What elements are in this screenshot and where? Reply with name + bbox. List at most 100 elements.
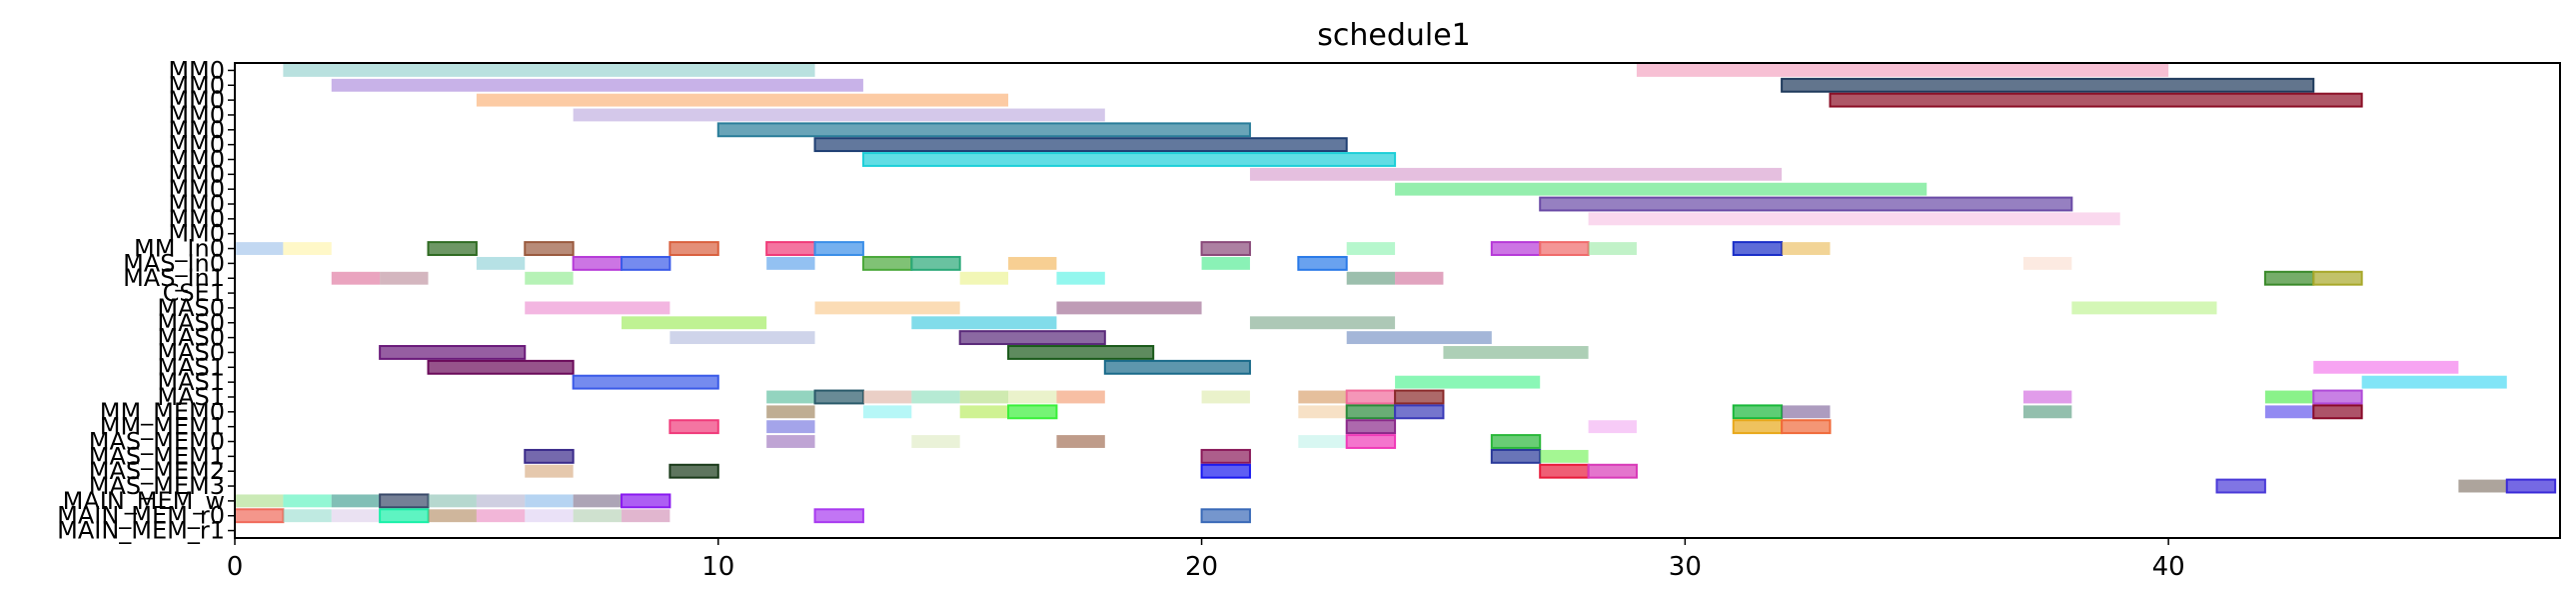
y-tick-label: MM_In0 bbox=[134, 235, 225, 263]
gantt-bar bbox=[861, 152, 1397, 167]
gantt-bar bbox=[1249, 316, 1396, 330]
gantt-bar bbox=[379, 493, 430, 509]
gantt-bar bbox=[2312, 389, 2363, 405]
gantt-bar bbox=[1298, 435, 1347, 448]
gantt-bar bbox=[476, 93, 1009, 107]
gantt-bar bbox=[427, 359, 575, 375]
y-tick-label: MM0 bbox=[168, 131, 225, 159]
gantt-bar bbox=[476, 494, 526, 508]
y-tick-label: MAS_MEM2 bbox=[89, 457, 225, 485]
gantt-bar bbox=[862, 405, 912, 419]
gantt-bar bbox=[1249, 167, 1783, 181]
gantt-bar bbox=[524, 448, 575, 464]
gantt-bar bbox=[2505, 478, 2557, 494]
gantt-bar bbox=[525, 464, 574, 478]
gantt-bar bbox=[1200, 241, 1251, 256]
gantt-bar bbox=[813, 137, 1348, 153]
gantt-bar bbox=[234, 508, 285, 524]
gantt-bar bbox=[476, 256, 526, 270]
gantt-bar bbox=[2458, 479, 2507, 493]
gantt-bar bbox=[1394, 404, 1445, 420]
x-tick-label: 10 bbox=[701, 552, 734, 582]
gantt-bar bbox=[2215, 478, 2266, 494]
gantt-bar bbox=[1345, 419, 1397, 435]
y-tick-label: MM_MEM1 bbox=[100, 413, 225, 441]
gantt-bar bbox=[1201, 256, 1250, 270]
gantt-bar bbox=[911, 435, 960, 448]
y-tick-label: MM0 bbox=[168, 101, 225, 129]
gantt-bar bbox=[1345, 434, 1397, 449]
gantt-bar bbox=[911, 316, 1057, 330]
y-tick-label: MAS0 bbox=[157, 338, 225, 366]
y-tick-label: MAS_MEM1 bbox=[89, 442, 225, 470]
gantt-bar bbox=[2361, 375, 2507, 389]
gantt-bar bbox=[1007, 404, 1058, 420]
gantt-bar bbox=[2312, 270, 2363, 286]
y-tick-label: MAS0 bbox=[157, 294, 225, 322]
gantt-bar bbox=[813, 508, 864, 524]
gantt-bar bbox=[1540, 449, 1589, 463]
gantt-bar bbox=[1490, 434, 1542, 449]
gantt-bar bbox=[524, 241, 575, 256]
gantt-bar bbox=[2312, 404, 2363, 420]
gantt-bar bbox=[572, 255, 624, 271]
y-tick-label: MAS_MEM3 bbox=[89, 472, 225, 500]
gantt-bar bbox=[1588, 420, 1637, 434]
gantt-bar bbox=[573, 494, 623, 508]
gantt-bar bbox=[525, 301, 670, 315]
gantt-bar bbox=[958, 330, 1106, 346]
gantt-bar bbox=[622, 316, 767, 330]
gantt-bar bbox=[766, 435, 815, 448]
gantt-bar bbox=[380, 271, 429, 285]
gantt-bar bbox=[1395, 375, 1541, 389]
x-tick-label: 40 bbox=[2152, 552, 2185, 582]
x-tick-label: 30 bbox=[1669, 552, 1702, 582]
gantt-bar bbox=[573, 108, 1105, 122]
gantt-bar bbox=[1636, 64, 2169, 77]
gantt-bar bbox=[331, 509, 381, 523]
chart-title: schedule1 bbox=[1317, 18, 1471, 53]
gantt-bar bbox=[1056, 435, 1105, 448]
y-tick-label: MM0 bbox=[168, 205, 225, 233]
y-tick-label: MAS_In1 bbox=[123, 264, 225, 292]
gantt-bar bbox=[766, 405, 815, 419]
gantt-bar bbox=[1588, 212, 2120, 226]
gantt-bar bbox=[283, 242, 332, 255]
gantt-bar bbox=[1490, 241, 1542, 256]
gantt-bar bbox=[283, 509, 332, 523]
x-tick-label: 20 bbox=[1185, 552, 1218, 582]
y-tick-label: MAIN_MEM_w bbox=[63, 487, 225, 515]
gantt-bar bbox=[572, 374, 719, 390]
y-tick-label: MM0 bbox=[168, 86, 225, 114]
y-tick-label: MAS1 bbox=[157, 353, 225, 381]
gantt-bar bbox=[2313, 360, 2459, 374]
gantt-bar bbox=[1200, 508, 1251, 524]
gantt-bar bbox=[622, 509, 670, 523]
gantt-bar bbox=[525, 509, 574, 523]
gantt-bar bbox=[1346, 242, 1396, 255]
gantt-bar bbox=[1056, 390, 1105, 404]
gantt-bar bbox=[1782, 405, 1831, 419]
bars-layer bbox=[234, 64, 2557, 524]
y-tick-label: MM0 bbox=[168, 145, 225, 173]
y-tick-label: MAIN_MEM_r1 bbox=[57, 517, 225, 545]
gantt-bar bbox=[2023, 256, 2072, 270]
gantt-bar bbox=[283, 494, 332, 508]
gantt-bar bbox=[331, 494, 381, 508]
gantt-bar bbox=[379, 508, 430, 524]
gantt-bar bbox=[813, 389, 864, 405]
gantt-bar bbox=[1781, 77, 2315, 93]
x-axis: 0 10 20 30 40 bbox=[227, 538, 2185, 582]
gantt-bar bbox=[573, 509, 623, 523]
gantt-bar bbox=[283, 64, 815, 77]
gantt-bar bbox=[1201, 390, 1250, 404]
plot-frame bbox=[234, 62, 2561, 539]
gantt-bar bbox=[1395, 182, 1928, 196]
gantt-bar bbox=[1200, 448, 1251, 464]
gantt-bar bbox=[1056, 271, 1105, 285]
gantt-bar bbox=[668, 241, 719, 256]
y-tick-label: MAS0 bbox=[157, 309, 225, 337]
gantt-bar bbox=[766, 420, 815, 434]
